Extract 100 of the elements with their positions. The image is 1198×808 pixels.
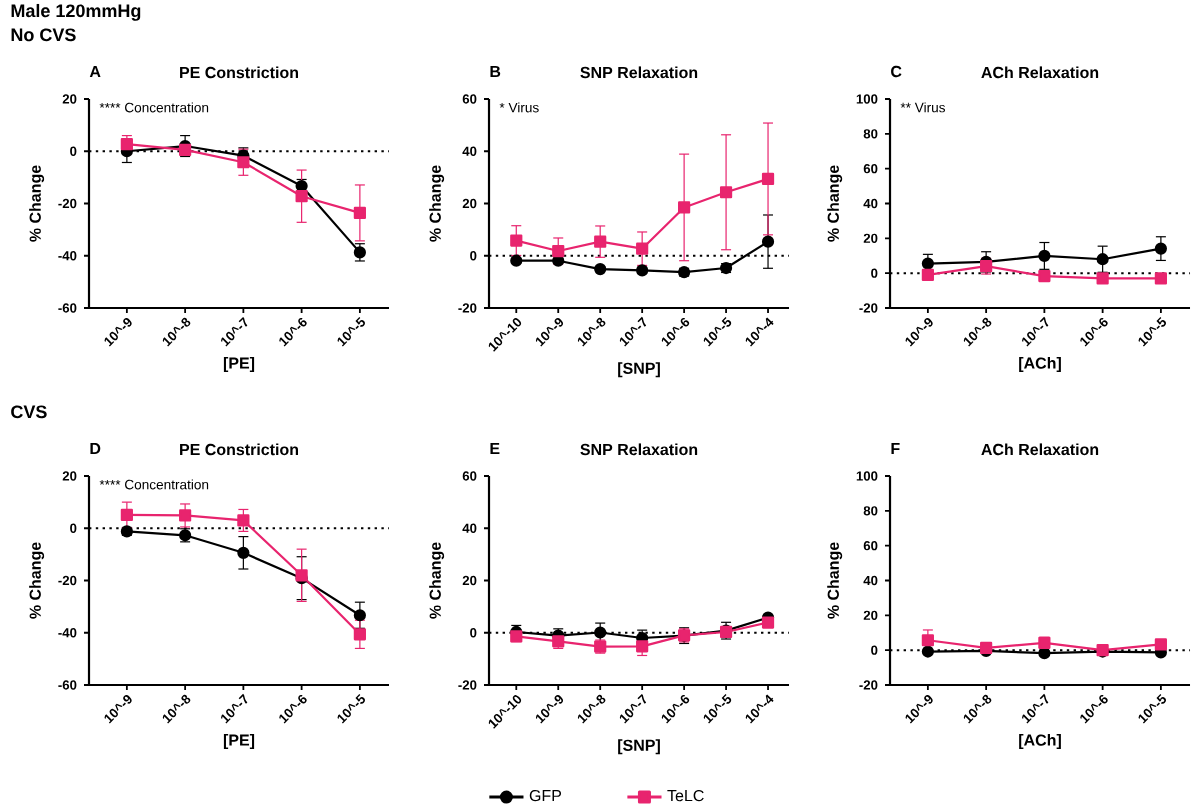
chart-title: SNP Relaxation: [580, 443, 698, 456]
annotation: * Virus: [499, 102, 539, 113]
point: [761, 616, 775, 629]
y-axis-title: % Change: [827, 542, 843, 619]
y-tick-label: 0: [70, 146, 77, 156]
y-tick-label: 20: [863, 610, 878, 620]
text: C: [891, 65, 902, 78]
point: [510, 630, 523, 643]
text: B: [490, 66, 501, 78]
y-tick-label: 60: [462, 471, 477, 481]
text: D: [90, 443, 101, 455]
y-tick-label: 0: [871, 268, 878, 278]
point: [120, 508, 133, 522]
y-axis-title: % Change: [29, 165, 45, 242]
annotation: **** Concentration: [99, 102, 209, 113]
text: A: [89, 66, 101, 78]
text: F: [891, 442, 900, 454]
y-axis-title: % Change: [429, 165, 445, 242]
y-tick-label: 40: [462, 146, 477, 156]
y-tick-label: 20: [462, 575, 477, 586]
chart-title: PE Constriction: [180, 66, 299, 79]
y-tick-label: 0: [470, 251, 477, 261]
y-tick-label: 60: [863, 163, 878, 174]
text: No CVS: [11, 28, 76, 42]
point: [237, 156, 250, 169]
point: [719, 186, 733, 199]
y-tick-label: 60: [863, 540, 878, 551]
point: [120, 138, 133, 151]
y-tick-label: -20: [458, 680, 477, 690]
text: Male 120mmHg: [11, 3, 141, 21]
point: [510, 234, 523, 247]
point: [678, 201, 691, 214]
point: [761, 172, 775, 186]
y-tick-label: 80: [863, 129, 878, 139]
point: [179, 509, 192, 522]
chart-title: SNP Relaxation: [580, 66, 698, 79]
y-tick-label: 60: [462, 94, 477, 104]
y-tick-label: -60: [58, 680, 77, 690]
legend-label: GFP: [529, 789, 562, 802]
y-tick-label: 40: [863, 198, 878, 209]
x-axis-title: [PE]: [223, 734, 255, 749]
point: [295, 190, 308, 203]
x-axis-title: [PE]: [223, 357, 255, 372]
y-tick-label: 20: [62, 471, 77, 481]
point: [921, 257, 934, 270]
chart-title: PE Constriction: [180, 443, 299, 456]
y-tick-label: 100: [856, 471, 878, 481]
x-axis-title: [ACh]: [1019, 734, 1061, 749]
point: [1038, 249, 1051, 263]
annotation: **** Concentration: [99, 479, 209, 490]
point: [353, 206, 366, 220]
y-tick-label: 0: [470, 628, 477, 638]
y-tick-label: 100: [856, 94, 878, 104]
y-tick-label: -20: [58, 198, 77, 209]
y-tick-label: 20: [863, 233, 878, 243]
point: [636, 242, 649, 255]
y-tick-label: -20: [859, 680, 878, 690]
chart-title: ACh Relaxation: [981, 66, 1099, 79]
y-tick-label: 40: [863, 575, 878, 586]
x-axis-title: [SNP]: [618, 739, 660, 755]
y-tick-label: -60: [58, 303, 77, 313]
point: [179, 143, 192, 157]
y-axis-title: % Change: [29, 542, 45, 619]
point: [1154, 638, 1167, 651]
point: [1154, 242, 1167, 255]
y-tick-label: 40: [462, 523, 477, 533]
point: [921, 645, 934, 658]
point: [237, 514, 250, 527]
annotation: ** Virus: [900, 102, 946, 113]
y-tick-label: 0: [871, 645, 878, 655]
point: [552, 635, 565, 648]
point: [353, 609, 366, 622]
chart-title: ACh Relaxation: [981, 443, 1099, 456]
y-tick-label: -40: [58, 251, 77, 261]
point: [636, 640, 649, 653]
y-tick-label: -40: [58, 628, 77, 638]
y-tick-label: 80: [863, 506, 878, 516]
text: E: [490, 443, 500, 455]
point: [552, 244, 565, 258]
point: [1096, 253, 1109, 266]
y-axis-title: % Change: [827, 165, 843, 242]
y-tick-label: -20: [458, 303, 477, 313]
point: [921, 634, 934, 647]
point: [594, 235, 607, 248]
y-tick-label: -20: [859, 303, 878, 313]
text: CVS: [11, 405, 47, 419]
point: [353, 628, 366, 641]
y-axis-title: % Change: [429, 542, 445, 619]
point: [1096, 272, 1109, 285]
point: [921, 268, 934, 282]
y-tick-label: 20: [62, 94, 77, 104]
y-tick-label: 20: [462, 198, 477, 209]
point: [1154, 272, 1167, 285]
x-axis-title: [ACh]: [1019, 357, 1061, 372]
legend-label: TeLC: [667, 789, 704, 802]
y-tick-label: -20: [58, 575, 77, 586]
y-tick-label: 0: [70, 523, 77, 533]
point: [237, 546, 250, 559]
x-axis-title: [SNP]: [618, 362, 660, 378]
point: [761, 235, 775, 248]
